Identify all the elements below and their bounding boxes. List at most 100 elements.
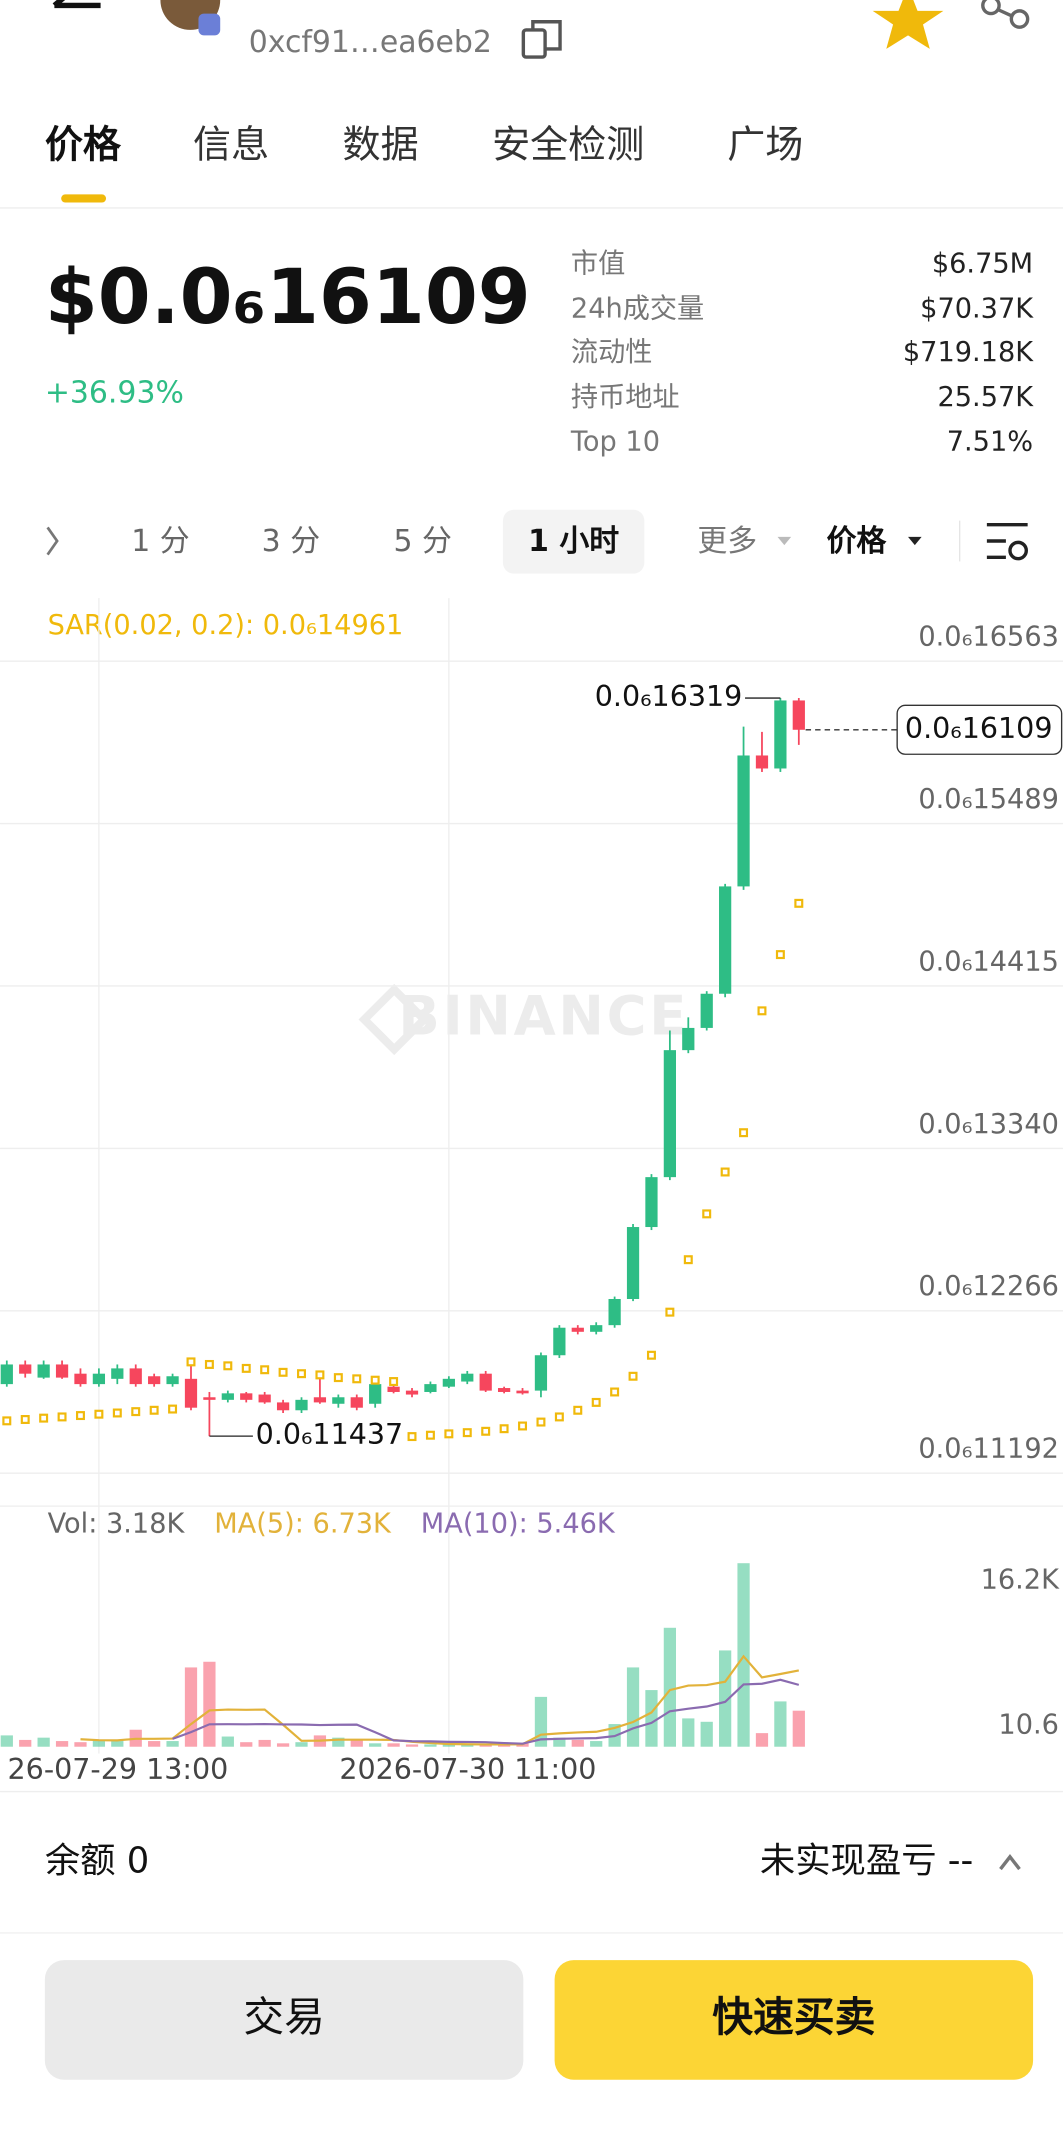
interval-option[interactable]: 1 分 (131, 524, 189, 559)
balance: 余额 0 (45, 1840, 149, 1881)
stat-label: 持币地址 (571, 382, 680, 413)
volume-legend: MA(5): 6.73K (214, 1509, 392, 1540)
y-tick-label: 0.0₆12266 (918, 1271, 1059, 1302)
stat-label: 24h成交量 (571, 293, 704, 324)
favorite-star[interactable] (872, 0, 944, 49)
sar-dot (573, 1405, 583, 1415)
sar-dot (462, 1428, 472, 1438)
candle-body (442, 1378, 455, 1387)
candle-body (332, 1397, 345, 1404)
volume-bar (37, 1737, 50, 1747)
volume-bar (682, 1718, 695, 1747)
stat-label: 流动性 (571, 337, 653, 368)
expand-button[interactable] (999, 1854, 1021, 1871)
sar-dot (223, 1361, 233, 1371)
candle-body (166, 1376, 179, 1385)
candle-body (534, 1355, 548, 1391)
y-tick-label: 0.0₆16563 (918, 622, 1059, 653)
caret (908, 536, 922, 546)
candle-body (0, 1364, 13, 1385)
trade-button-label[interactable]: 交易 (243, 1993, 325, 2041)
volume-bar (74, 1742, 87, 1747)
volume-bar (405, 1744, 419, 1747)
volume-bar (258, 1739, 271, 1747)
price-type-menu[interactable]: 价格 (826, 524, 887, 559)
candle-body (461, 1373, 474, 1382)
copy-button[interactable] (521, 20, 562, 59)
sar-dot (315, 1370, 325, 1380)
stat-label: 市值 (571, 249, 625, 280)
volume-bar (19, 1739, 32, 1747)
sar-dot (168, 1404, 178, 1414)
sar-dot (57, 1412, 67, 1422)
volume-bar (166, 1741, 179, 1747)
volume-bar (553, 1737, 566, 1747)
candle-body (258, 1394, 271, 1403)
last-price-box (896, 704, 1063, 755)
interval-option[interactable]: 3 分 (262, 524, 320, 559)
tab[interactable]: 信息 (193, 122, 269, 166)
candle-body (719, 886, 732, 994)
candle-body (55, 1364, 69, 1378)
quick-trade-button[interactable] (554, 1960, 1034, 2080)
candle-body (350, 1397, 363, 1408)
quick-trade-button-label[interactable]: 快速买卖 (712, 1993, 875, 2041)
candle-body (203, 1397, 216, 1400)
candle-body (295, 1399, 308, 1411)
scroll-indicator[interactable] (46, 526, 59, 556)
candle-body (516, 1390, 529, 1394)
candle-body (571, 1327, 584, 1332)
volume-legend: Vol: 3.18K (48, 1509, 186, 1540)
tab[interactable]: 安全检测 (492, 122, 644, 166)
sar-dot (499, 1424, 509, 1434)
volume-bar (111, 1741, 124, 1747)
address: 0xcf91…ea6eb2 (249, 25, 492, 60)
current-price: $0.0₆16109 (45, 252, 531, 341)
sar-dot (665, 1307, 675, 1317)
y-tick-label: 0.0₆15489 (918, 784, 1059, 815)
candle-body (424, 1384, 437, 1392)
chart-settings-button[interactable] (986, 522, 1028, 561)
stats: 市值 $6.75M 24h成交量 $70.37K 流动性 $719.18K 持币… (570, 249, 1034, 458)
volume-bar (719, 1650, 732, 1747)
candle-body (369, 1384, 382, 1404)
y-tick-label: 0.0₆13340 (918, 1109, 1059, 1140)
tab[interactable]: 数据 (343, 122, 419, 166)
volume-bar (369, 1743, 382, 1747)
tab[interactable]: 价格 (45, 122, 122, 166)
volume-bar (774, 1701, 787, 1747)
sar-dot (720, 1167, 730, 1177)
volume-bar (387, 1743, 400, 1747)
sar-dot (518, 1421, 528, 1431)
sar-dot (260, 1365, 270, 1375)
sar-dot (112, 1408, 122, 1418)
stat-value: $719.18K (903, 337, 1034, 368)
trade-button[interactable] (44, 1960, 524, 2080)
sar-dot (75, 1411, 85, 1421)
sar-dot (131, 1407, 141, 1417)
moving-average-line (172, 1678, 800, 1745)
interval-option[interactable]: 1 小时 (528, 524, 619, 559)
caret (777, 536, 792, 546)
sar-dot (591, 1397, 601, 1407)
watermark-logo (358, 983, 430, 1056)
candle-body (74, 1373, 87, 1385)
stat-value: 7.51% (947, 427, 1033, 458)
sar-dot (333, 1373, 343, 1383)
share-button[interactable] (981, 0, 1030, 29)
y-tick-label: 0.0₆14415 (918, 946, 1059, 977)
volume-bar (497, 1744, 511, 1747)
volume-bar (590, 1741, 603, 1747)
tab[interactable]: 广场 (727, 122, 803, 166)
more-menu[interactable]: 更多 (697, 524, 757, 559)
candle-body (682, 1027, 695, 1051)
volume-bar (203, 1661, 216, 1747)
candle-body (479, 1373, 492, 1391)
interval-bar: 1 分 3 分 5 分 1 小时 更多 价格 (131, 524, 887, 559)
volume-bar (461, 1744, 474, 1747)
back-button[interactable] (52, 0, 101, 9)
interval-option[interactable]: 5 分 (394, 524, 452, 559)
sar-dot (683, 1255, 693, 1265)
